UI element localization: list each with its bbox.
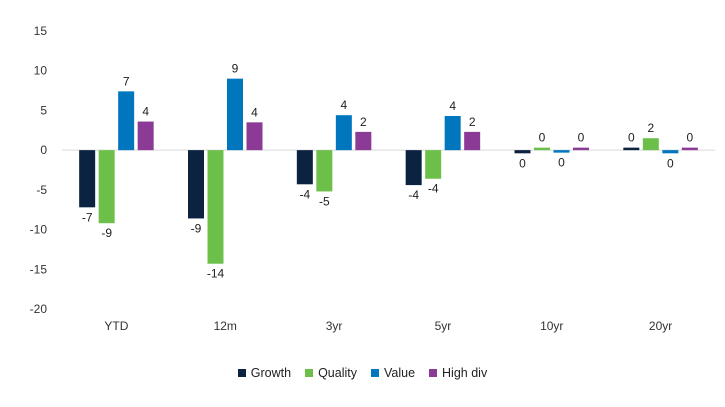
legend-item: Quality bbox=[305, 366, 357, 380]
data-label: -9 bbox=[101, 226, 112, 240]
legend-swatch bbox=[237, 369, 246, 377]
data-label: 0 bbox=[578, 131, 585, 145]
data-label: -4 bbox=[299, 187, 310, 201]
y-tick-label: -20 bbox=[30, 302, 48, 316]
legend-swatch bbox=[305, 369, 314, 377]
y-tick-label: -5 bbox=[36, 183, 47, 197]
bar-growth-20yr bbox=[623, 147, 640, 151]
bar-high-div-5yr bbox=[464, 131, 481, 151]
data-label: 2 bbox=[469, 115, 476, 129]
bar-high-div-3yr bbox=[355, 131, 372, 151]
data-label: 9 bbox=[232, 62, 239, 76]
legend-label: High div bbox=[442, 366, 488, 380]
bar-quality-5yr bbox=[425, 150, 442, 179]
legend-swatch bbox=[370, 369, 379, 377]
x-tick-label: YTD bbox=[104, 319, 128, 333]
bar-growth-10yr bbox=[514, 150, 531, 154]
data-label: -4 bbox=[428, 182, 439, 196]
bar-high-div-ytd bbox=[137, 121, 154, 151]
legend-item: Growth bbox=[237, 366, 292, 380]
bar-quality-20yr bbox=[642, 138, 659, 151]
y-tick-label: 15 bbox=[34, 24, 48, 38]
data-label: 0 bbox=[667, 156, 674, 170]
bar-high-div-12m bbox=[246, 122, 263, 151]
bar-quality-12m bbox=[207, 150, 224, 264]
bar-quality-10yr bbox=[534, 147, 550, 151]
x-tick-label: 5yr bbox=[435, 319, 452, 333]
data-label: -4 bbox=[408, 188, 419, 202]
bar-high-div-10yr bbox=[573, 147, 589, 151]
data-label: 2 bbox=[360, 115, 367, 129]
data-label: 0 bbox=[558, 156, 565, 170]
data-label: 0 bbox=[628, 131, 635, 145]
x-tick-label: 3yr bbox=[326, 319, 343, 333]
legend-label: Growth bbox=[250, 366, 292, 380]
data-label: 7 bbox=[123, 74, 130, 88]
y-tick-label: -15 bbox=[30, 262, 48, 276]
data-label: -14 bbox=[207, 267, 225, 281]
data-label: -5 bbox=[319, 194, 330, 208]
x-tick-label: 20yr bbox=[649, 319, 672, 333]
legend: Growth Quality Value High div bbox=[0, 366, 725, 380]
y-tick-label: -10 bbox=[30, 223, 48, 237]
y-tick-label: 10 bbox=[34, 64, 48, 78]
y-axis-ticks: 15 10 5 0 -5 -10 -15 -20 bbox=[30, 24, 48, 316]
bar-value-3yr bbox=[335, 115, 352, 151]
bar-series-group bbox=[79, 78, 698, 264]
bar-growth-12m bbox=[188, 150, 204, 219]
bar-value-5yr bbox=[444, 115, 461, 151]
x-tick-label: 12m bbox=[214, 319, 237, 333]
bar-growth-ytd bbox=[79, 150, 96, 208]
legend-label: Value bbox=[383, 366, 416, 380]
x-tick-label: 10yr bbox=[540, 319, 563, 333]
data-label: -7 bbox=[82, 210, 93, 224]
data-label: 4 bbox=[251, 105, 258, 119]
bar-value-ytd bbox=[118, 91, 135, 151]
data-label: 0 bbox=[686, 131, 693, 145]
data-label: 2 bbox=[647, 121, 654, 135]
bar-value-10yr bbox=[553, 150, 570, 153]
data-label: -9 bbox=[191, 221, 202, 235]
bar-growth-3yr bbox=[296, 150, 313, 185]
legend-item: Value bbox=[370, 366, 416, 380]
bar-high-div-20yr bbox=[681, 147, 698, 151]
data-label: 0 bbox=[519, 156, 526, 170]
legend-item: High div bbox=[429, 366, 487, 380]
data-label: 0 bbox=[539, 131, 546, 145]
x-axis-ticks: YTD 12m 3yr 5yr 10yr 20yr bbox=[104, 319, 672, 333]
data-label: 4 bbox=[142, 105, 149, 119]
bar-growth-5yr bbox=[405, 150, 422, 186]
bar-value-20yr bbox=[662, 150, 679, 154]
y-tick-label: 5 bbox=[40, 103, 47, 117]
data-label: 4 bbox=[449, 99, 456, 113]
legend-label: Quality bbox=[318, 366, 357, 380]
y-tick-label: 0 bbox=[40, 143, 47, 157]
bar-value-12m bbox=[227, 78, 243, 151]
bar-quality-3yr bbox=[316, 150, 333, 192]
legend-swatch bbox=[429, 369, 438, 377]
bar-quality-ytd bbox=[98, 150, 115, 224]
data-label: 4 bbox=[340, 98, 347, 112]
